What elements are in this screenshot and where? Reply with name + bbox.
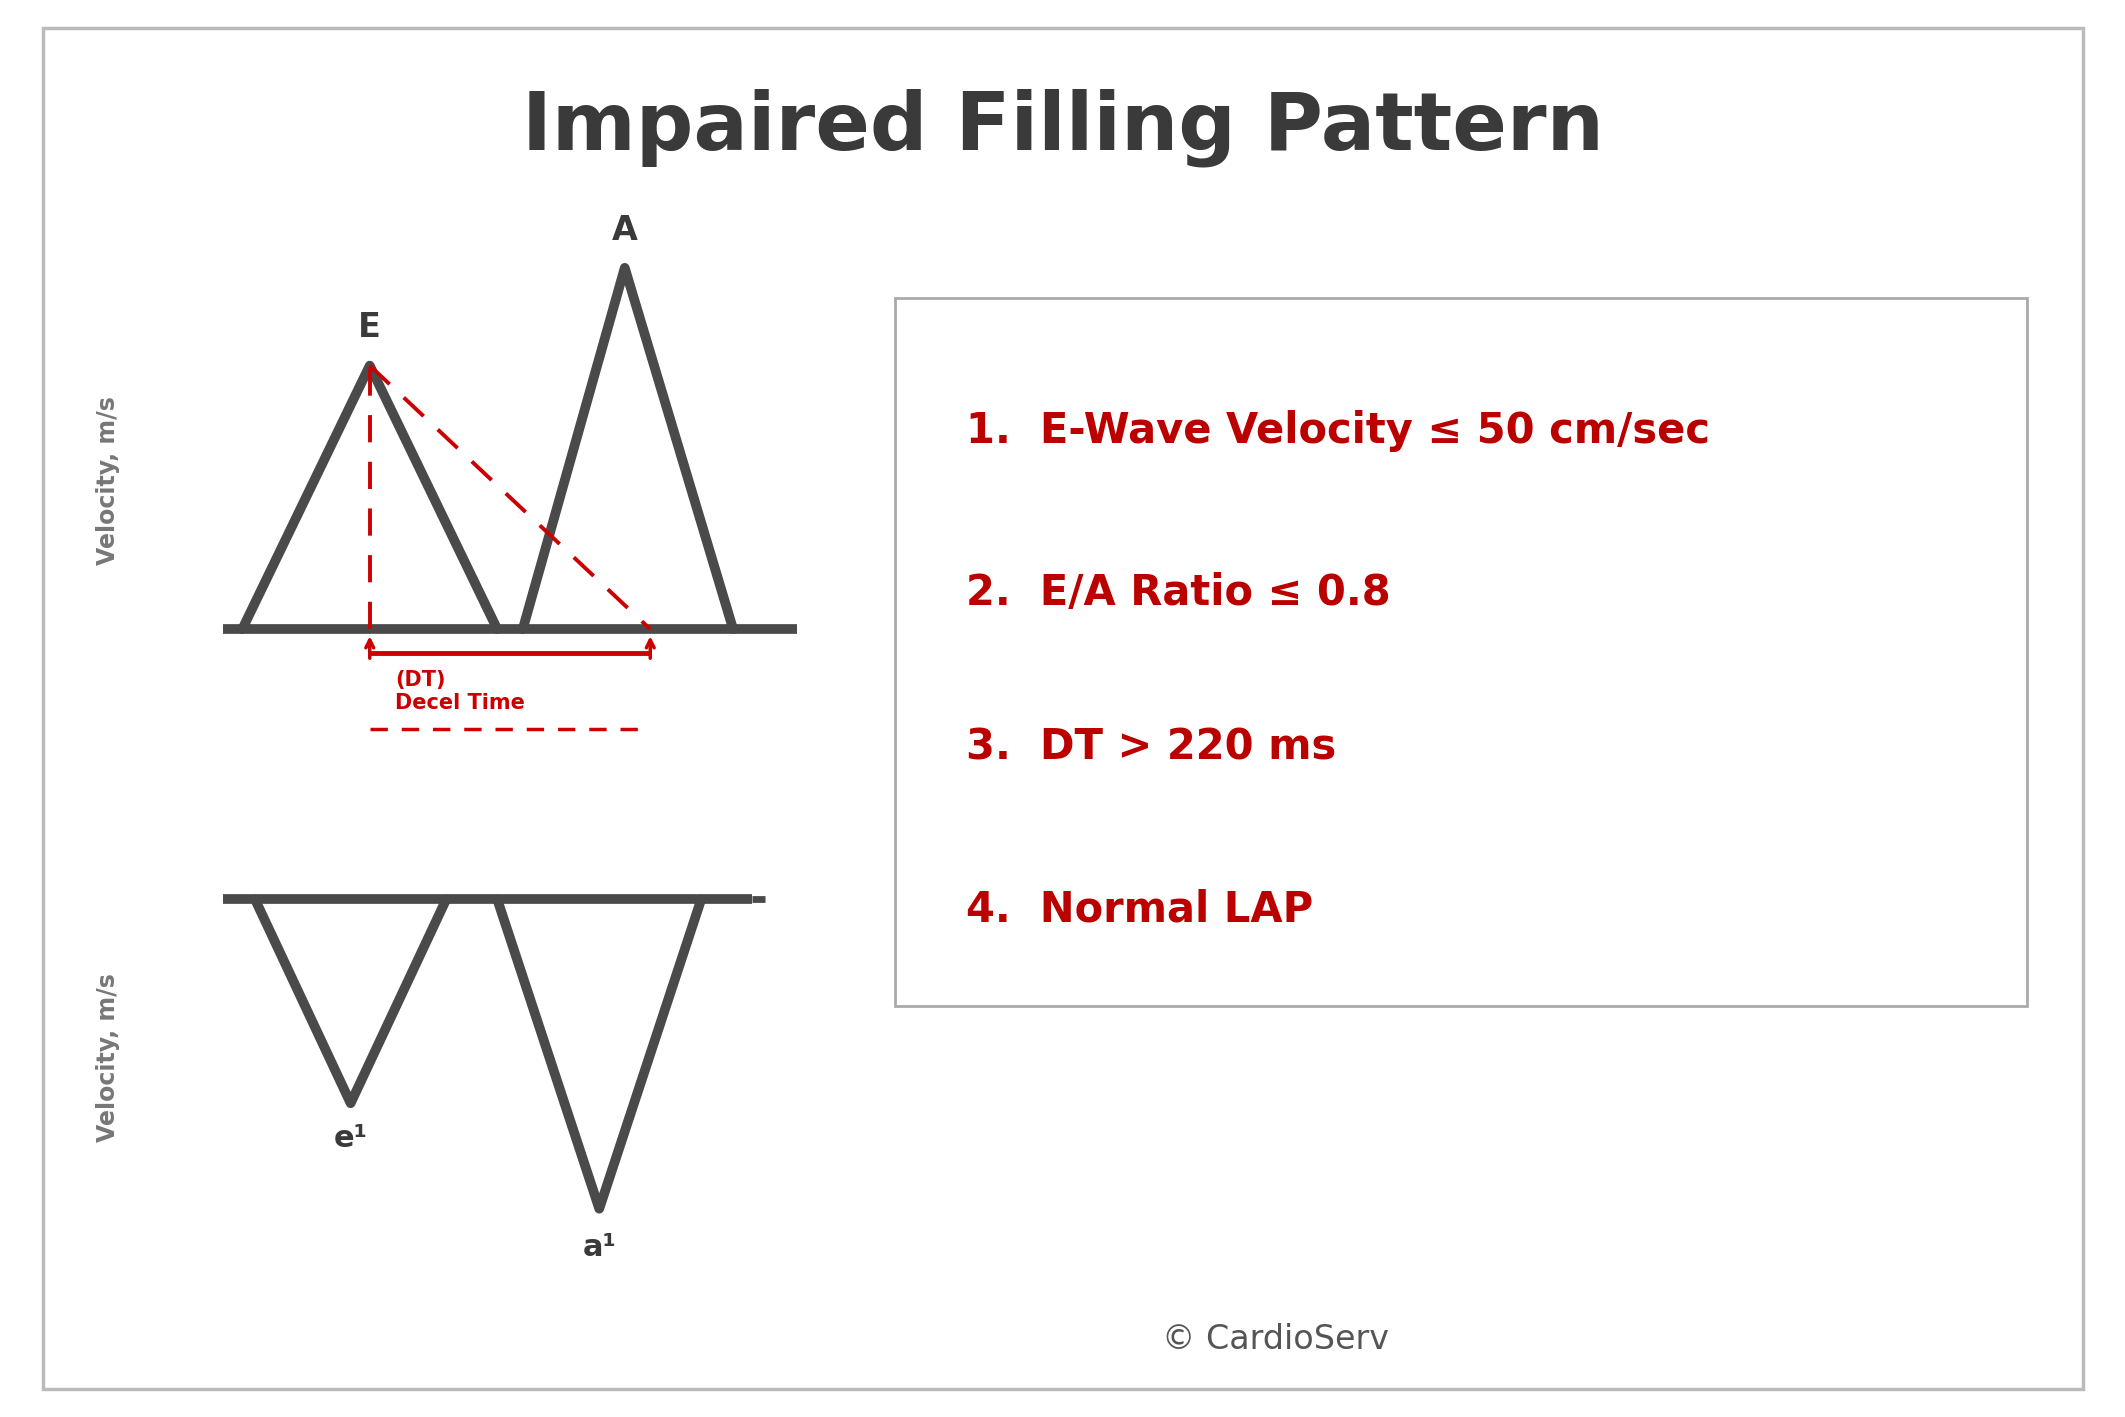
Text: E: E [359,312,380,344]
Text: Velocity, m/s: Velocity, m/s [96,973,121,1142]
Text: Impaired Filling Pattern: Impaired Filling Pattern [521,88,1604,167]
Text: a¹: a¹ [582,1233,616,1263]
Text: 1.  E-Wave Velocity ≤ 50 cm/sec: 1. E-Wave Velocity ≤ 50 cm/sec [965,410,1711,452]
Text: A: A [612,214,638,247]
Text: 2.  E/A Ratio ≤ 0.8: 2. E/A Ratio ≤ 0.8 [965,572,1390,614]
Text: 4.  Normal LAP: 4. Normal LAP [965,888,1313,931]
Text: e¹: e¹ [334,1124,368,1153]
Text: 3.  DT > 220 ms: 3. DT > 220 ms [965,727,1337,768]
Text: Velocity, m/s: Velocity, m/s [96,395,121,565]
Text: (DT)
Decel Time: (DT) Decel Time [395,670,525,713]
Text: © CardioServ: © CardioServ [1162,1322,1388,1356]
